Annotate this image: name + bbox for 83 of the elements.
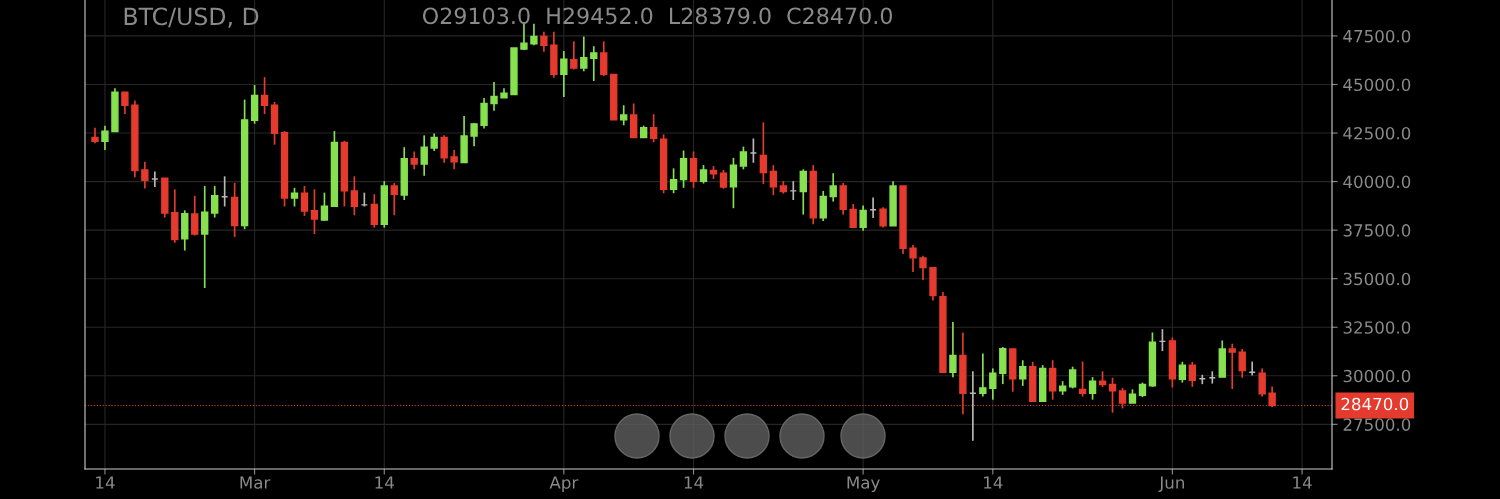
x-tick-label: Apr xyxy=(549,476,579,493)
candlestick xyxy=(729,157,738,210)
annotation: O29103.0 xyxy=(422,7,530,25)
candlestick xyxy=(879,206,887,229)
y-tick-label: 30000.0 xyxy=(1343,369,1411,383)
candlestick xyxy=(570,40,578,71)
y-tick-label: 37500.0 xyxy=(1343,224,1411,237)
candlestick xyxy=(300,185,309,217)
annotation: H29452.0 xyxy=(547,7,653,25)
x-tick-label: 14 xyxy=(984,476,1003,489)
ref-line-label: 28470.0 xyxy=(1341,397,1409,411)
candlestick xyxy=(1088,376,1097,401)
candlestick xyxy=(530,22,538,47)
candlestick xyxy=(689,150,698,189)
candlestick xyxy=(759,121,768,185)
candlestick xyxy=(1178,360,1187,384)
candlestick xyxy=(839,182,847,216)
candlestick xyxy=(979,352,987,398)
y-tick-label: 32500.0 xyxy=(1343,321,1411,334)
x-tick-label: Jun xyxy=(1158,476,1184,492)
y-tick-label: 40000.0 xyxy=(1343,175,1411,189)
candlestick xyxy=(490,81,498,112)
candlestick xyxy=(590,45,598,82)
annotation: L28379.0 xyxy=(670,7,771,25)
candlestick xyxy=(799,168,807,216)
candlestick xyxy=(1238,348,1246,379)
candlestick xyxy=(191,194,199,237)
candlestick xyxy=(141,160,149,190)
y-tick-label: 35000.0 xyxy=(1343,272,1411,286)
candlestick xyxy=(600,40,608,77)
candlestick xyxy=(620,104,628,127)
candlestick xyxy=(909,244,917,273)
candlestick xyxy=(320,191,329,222)
y-tick-label: 42500.0 xyxy=(1343,126,1411,140)
y-tick-label: 27500.0 xyxy=(1343,418,1411,431)
candlestick xyxy=(370,193,378,229)
candlestick xyxy=(201,185,209,289)
candlestick xyxy=(440,134,448,164)
x-tick-label: 14 xyxy=(96,476,115,489)
candlestick xyxy=(310,188,319,235)
candlestick xyxy=(260,76,269,115)
candlestick xyxy=(769,164,778,197)
candlestick xyxy=(1188,360,1197,388)
candlestick xyxy=(739,145,748,171)
candlestick xyxy=(949,321,957,378)
candlestick xyxy=(580,35,588,73)
candlestick xyxy=(719,169,728,190)
x-tick-label: 14 xyxy=(684,476,704,489)
candlestick xyxy=(859,204,867,232)
candlestick xyxy=(669,167,678,195)
candlestick xyxy=(540,30,548,53)
x-tick-label: 14 xyxy=(375,476,394,489)
candlestick xyxy=(420,134,428,177)
y-tick-label: 47500.0 xyxy=(1343,29,1411,43)
candlestick xyxy=(989,367,997,401)
candlestick xyxy=(390,182,398,217)
candlestick xyxy=(1258,367,1266,398)
annotation: C28470.0 xyxy=(787,7,892,25)
candlestick xyxy=(1078,360,1087,398)
candlestick xyxy=(849,203,857,229)
candlestick xyxy=(919,254,927,281)
candlestick xyxy=(560,50,568,98)
chart-title: BTC/USD, D xyxy=(124,7,259,28)
candlestick xyxy=(699,164,708,185)
candlestick xyxy=(819,190,827,222)
candlestick xyxy=(629,102,638,139)
candlestick xyxy=(290,186,299,208)
x-tick-label: Mar xyxy=(240,476,271,489)
y-tick-label: 45000.0 xyxy=(1343,78,1411,92)
candlestick xyxy=(450,149,458,171)
candlestick xyxy=(101,124,109,151)
candlestick xyxy=(211,185,219,219)
candlestick xyxy=(121,91,129,115)
candlestick xyxy=(649,113,658,144)
candlestick xyxy=(480,97,488,130)
candlestick xyxy=(350,175,359,217)
candlestick xyxy=(1048,359,1057,401)
candlestick xyxy=(1019,359,1027,387)
candlestick xyxy=(829,172,837,203)
candlestick xyxy=(679,149,688,189)
x-tick-label: May xyxy=(847,476,880,493)
candlestick xyxy=(1228,342,1236,390)
x-tick-label: 14 xyxy=(1293,476,1312,489)
